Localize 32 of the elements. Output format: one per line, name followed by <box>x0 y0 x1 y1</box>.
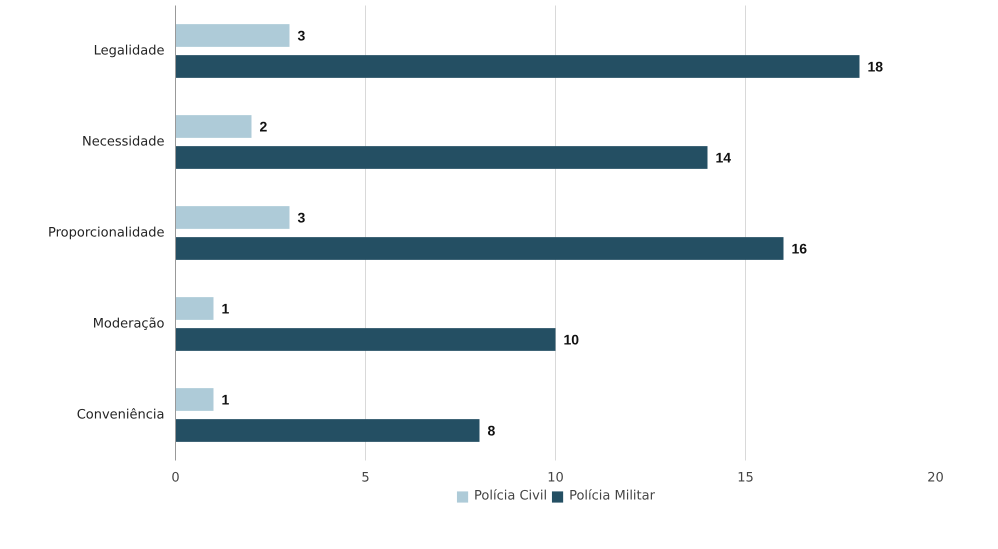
y-tick-label: Conveniência <box>76 408 165 422</box>
x-tick-label: 0 <box>171 470 180 486</box>
data-label: 18 <box>868 58 884 74</box>
data-label: 1 <box>222 300 230 317</box>
x-tick-label: 20 <box>927 470 944 486</box>
y-tick-label: Legalidade <box>94 44 165 58</box>
bar <box>176 55 860 78</box>
data-label: 1 <box>222 392 230 408</box>
x-tick-label: 15 <box>737 470 754 486</box>
bar <box>176 115 252 138</box>
legend-label: Polícia Militar <box>569 488 655 504</box>
x-tick-label: 5 <box>361 470 370 486</box>
bar <box>176 206 290 229</box>
bar <box>176 146 708 169</box>
y-tick-label: Moderação <box>92 316 165 332</box>
data-label: 10 <box>564 331 580 348</box>
bar <box>176 328 556 351</box>
x-tick-label: 10 <box>547 470 564 486</box>
data-label: 3 <box>298 210 306 226</box>
bar <box>176 419 480 442</box>
y-tick-label: Proporcionalidade <box>48 226 164 240</box>
data-label: 8 <box>488 422 496 438</box>
data-label: 16 <box>792 240 808 256</box>
legend-label: Polícia Civil <box>474 488 548 504</box>
data-label: 14 <box>716 149 732 166</box>
data-label: 2 <box>260 118 268 135</box>
bar <box>176 237 784 260</box>
y-tick-label: Necessidade <box>82 134 165 150</box>
bar <box>176 297 214 320</box>
bar <box>176 24 290 47</box>
data-label: 3 <box>298 28 306 44</box>
bar <box>176 388 214 411</box>
